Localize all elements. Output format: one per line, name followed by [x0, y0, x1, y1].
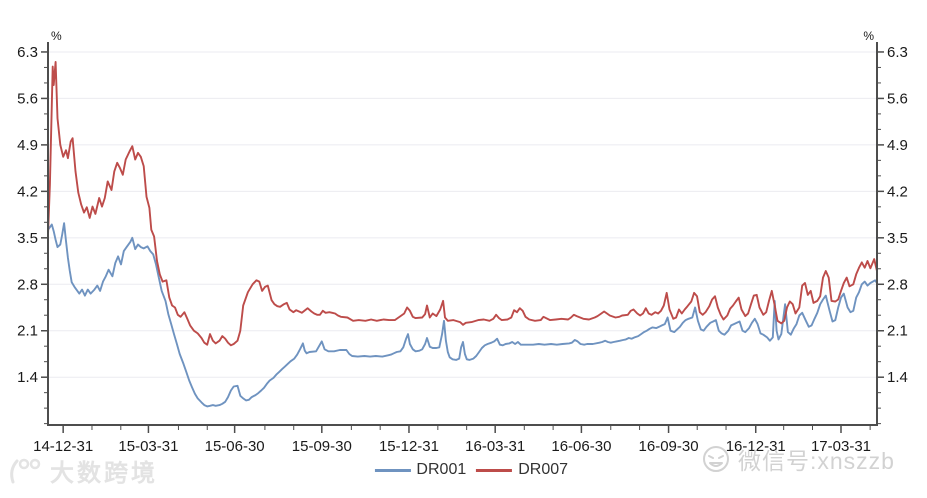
y-tick-label: 4.9 — [887, 137, 908, 154]
dr001-line-swatch — [374, 468, 411, 472]
y-unit-label: % — [863, 29, 874, 43]
chart-legend: DR001 DR007 — [374, 461, 568, 479]
y-tick-label: 1.4 — [17, 369, 38, 386]
x-tick-label: 16-03-31 — [465, 438, 525, 455]
dr007-line-swatch — [476, 468, 513, 472]
legend-label-dr001: DR001 — [416, 461, 467, 478]
x-tick-label: 17-03-31 — [811, 438, 871, 455]
y-tick-label: 3.5 — [17, 230, 38, 247]
x-tick-label: 14-12-31 — [33, 438, 93, 455]
x-tick-label: 16-12-31 — [726, 438, 786, 455]
y-tick-label: 4.9 — [17, 137, 38, 154]
legend-item-dr007: DR007 — [476, 461, 568, 479]
y-tick-label: 6.3 — [17, 44, 38, 61]
x-tick-label: 15-03-31 — [118, 438, 178, 455]
x-tick-label: 15-09-30 — [292, 438, 352, 455]
y-tick-label: 2.1 — [887, 323, 908, 340]
y-tick-label: 5.6 — [887, 90, 908, 107]
series-dr001-line — [47, 222, 878, 408]
legend-item-dr001: DR001 — [374, 461, 466, 479]
y-tick-label: 6.3 — [887, 44, 908, 61]
y-tick-label: 2.8 — [17, 276, 38, 293]
y-unit-label: % — [51, 29, 62, 43]
x-tick-label: 16-06-30 — [551, 438, 611, 455]
y-tick-label: 5.6 — [17, 90, 38, 107]
y-tick-label: 1.4 — [887, 369, 908, 386]
x-tick-label: 15-06-30 — [205, 438, 265, 455]
x-tick-label: 15-12-31 — [379, 438, 439, 455]
y-tick-label: 2.8 — [887, 276, 908, 293]
x-tick-label: 16-09-30 — [639, 438, 699, 455]
legend-label-dr007: DR007 — [518, 461, 569, 478]
y-tick-label: 4.2 — [887, 183, 908, 200]
y-tick-label: 3.5 — [887, 230, 908, 247]
y-tick-label: 4.2 — [17, 183, 38, 200]
series-dr007-line — [47, 60, 878, 347]
y-tick-label: 2.1 — [17, 323, 38, 340]
